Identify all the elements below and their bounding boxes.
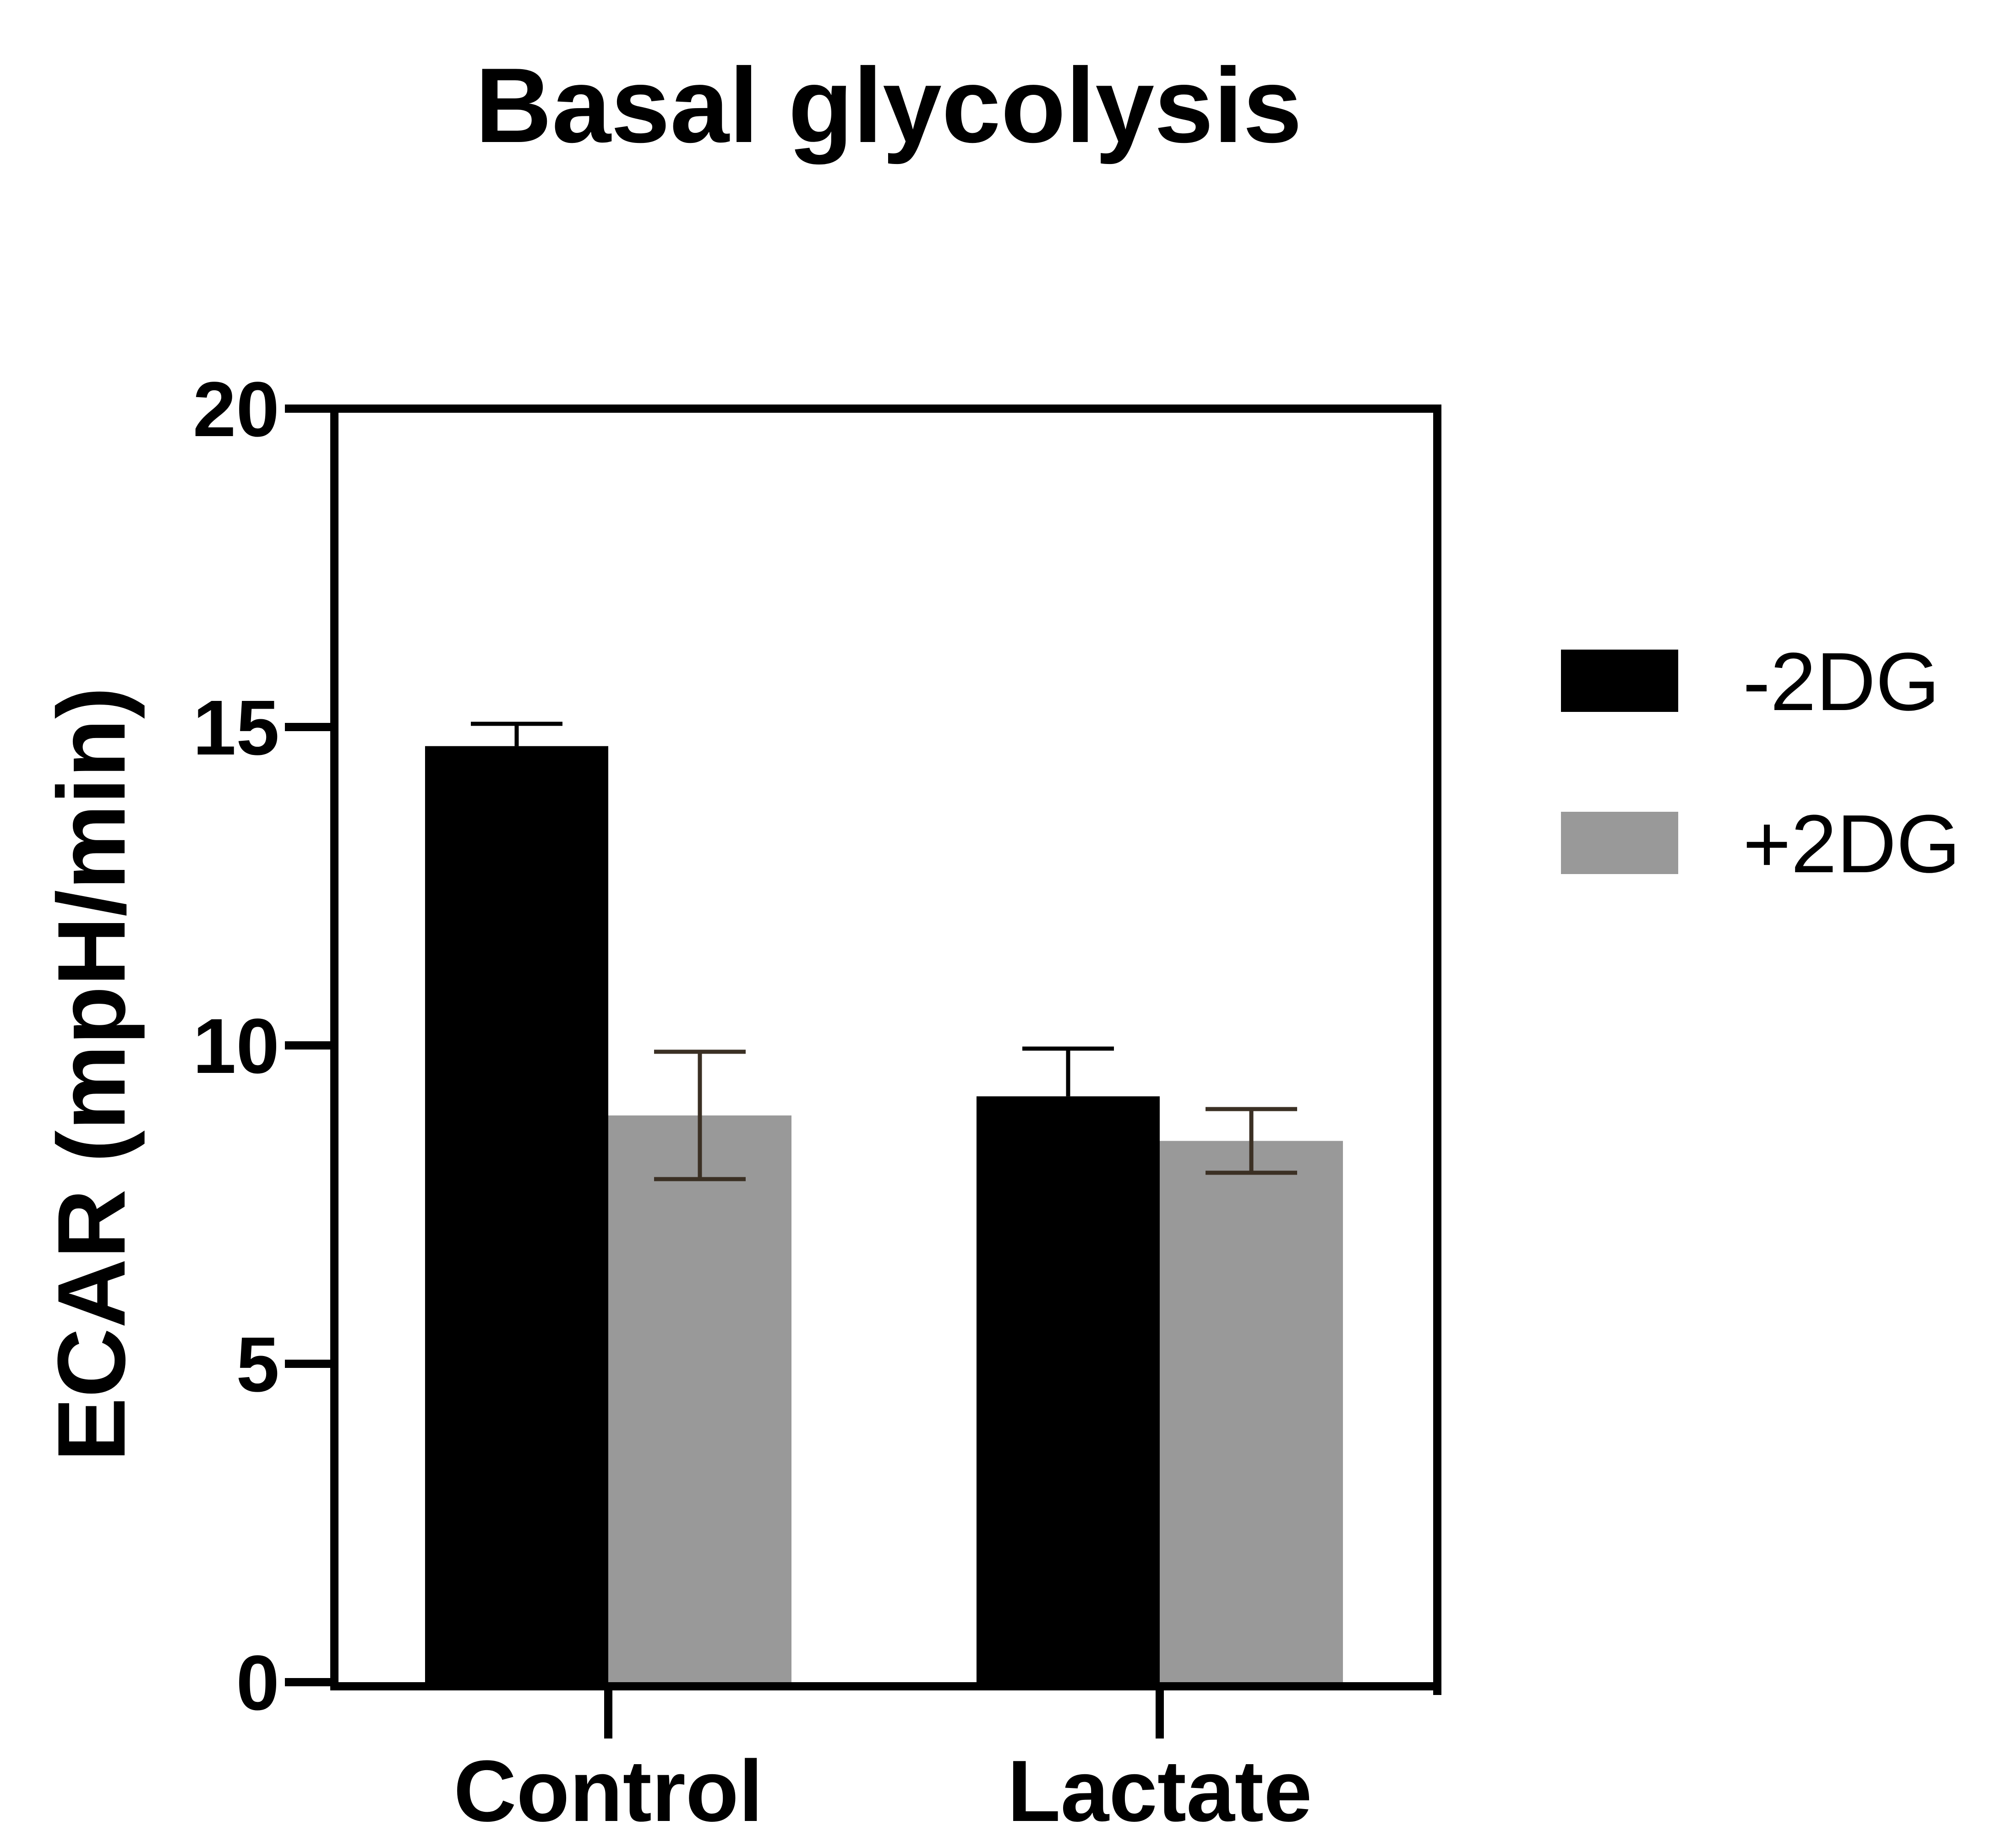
error-bar-0-0 xyxy=(471,722,562,746)
bar-1-0 xyxy=(977,1096,1160,1682)
bars-layer xyxy=(425,746,1343,1682)
y-tick-label-2: 10 xyxy=(193,1003,279,1090)
error-bars-layer xyxy=(471,722,1297,1181)
legend: -2DG +2DG xyxy=(1561,636,1960,890)
y-tick-label-0: 0 xyxy=(236,1640,279,1727)
legend-label-0: -2DG xyxy=(1743,636,1940,728)
x-axis-ticks: Control Lactate xyxy=(453,1686,1312,1840)
x-tick-label-1: Lactate xyxy=(1007,1743,1312,1840)
error-bar-0-1 xyxy=(654,1050,746,1181)
legend-label-1: +2DG xyxy=(1743,798,1960,890)
chart-title: Basal glycolysis xyxy=(475,46,1302,165)
y-axis-label: ECAR (mpH/min) xyxy=(38,687,145,1462)
y-tick-label-4: 20 xyxy=(193,366,279,453)
error-bar-1-0 xyxy=(1022,1046,1114,1097)
bar-0-0 xyxy=(425,746,608,1682)
bar-0-1 xyxy=(608,1115,791,1682)
error-bar-1-1 xyxy=(1206,1107,1297,1175)
legend-swatch-1 xyxy=(1561,812,1678,874)
y-tick-label-3: 15 xyxy=(193,684,279,771)
x-tick-label-0: Control xyxy=(453,1743,763,1840)
legend-swatch-0 xyxy=(1561,650,1678,712)
y-tick-label-1: 5 xyxy=(236,1321,279,1408)
y-axis-ticks: 0 5 10 15 20 xyxy=(193,366,334,1727)
bar-1-1 xyxy=(1160,1141,1343,1682)
